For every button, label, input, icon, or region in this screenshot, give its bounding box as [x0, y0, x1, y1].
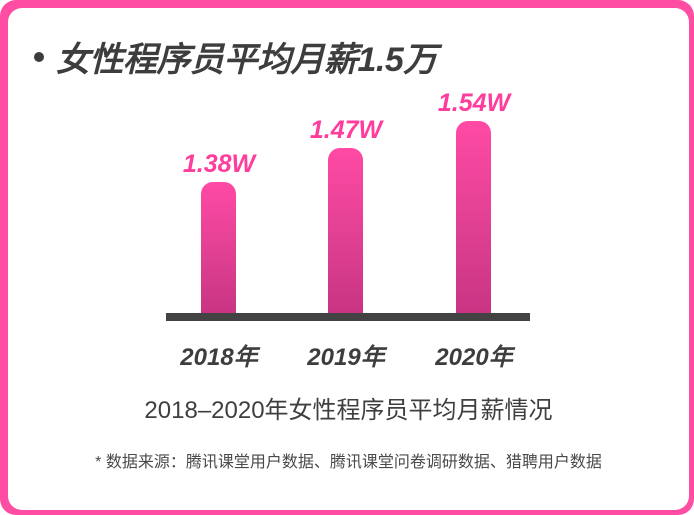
bar-value-label: 1.38W	[182, 150, 256, 178]
page-title: 女性程序员平均月薪1.5万	[34, 32, 437, 81]
infographic-card: 女性程序员平均月薪1.5万 1.38W 2018年 1.47W 2019年 1.54W 2…	[8, 8, 689, 510]
bar	[328, 148, 363, 313]
bullet-icon	[34, 51, 44, 62]
chart-caption: 2018–2020年女性程序员平均月薪情况	[144, 397, 553, 424]
x-axis-line	[166, 313, 530, 321]
data-source-note: * 数据来源：腾讯课堂用户数据、腾讯课堂问卷调研数据、猎聘用户数据	[95, 454, 602, 471]
bar-value-label: 1.47W	[309, 116, 383, 144]
bar-value-label: 1.54W	[437, 89, 511, 117]
bar	[456, 121, 491, 313]
bar-chart: 1.38W 2018年 1.47W 2019年 1.54W 2020年	[8, 8, 689, 510]
page-title-text: 女性程序员平均月薪1.5万	[56, 41, 437, 79]
x-axis-label: 2019年	[307, 344, 385, 371]
x-axis-label: 2018年	[180, 344, 258, 371]
bar	[201, 182, 236, 313]
x-axis-label: 2020年	[435, 344, 513, 371]
